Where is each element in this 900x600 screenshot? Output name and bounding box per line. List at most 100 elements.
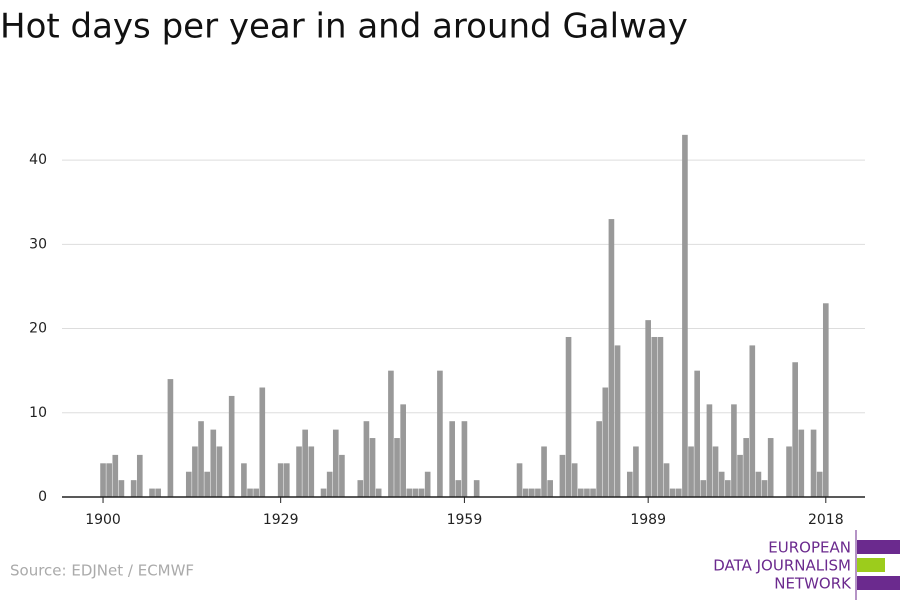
bar — [253, 488, 259, 497]
bar — [669, 488, 676, 497]
logo-text: DATA JOURNALISM — [713, 557, 851, 575]
bar — [216, 446, 223, 497]
bar — [749, 345, 756, 497]
bar — [522, 488, 529, 497]
bar — [602, 387, 609, 497]
bar — [718, 471, 725, 497]
x-tick-label: 1929 — [263, 512, 299, 528]
bar — [418, 488, 425, 497]
bar — [547, 480, 553, 497]
x-tick-label: 1989 — [630, 512, 666, 528]
x-tick-label: 2018 — [808, 512, 844, 528]
bar — [590, 488, 596, 497]
x-tick-label: 1900 — [85, 512, 121, 528]
bar — [755, 471, 762, 497]
bar — [645, 320, 651, 497]
bar — [106, 463, 112, 497]
logo-bar — [857, 558, 885, 572]
y-tick-label: 20 — [29, 321, 47, 337]
bar — [369, 438, 376, 497]
bar — [204, 471, 210, 497]
bar — [651, 336, 658, 497]
bar — [767, 438, 774, 497]
bar — [571, 463, 578, 497]
bar — [100, 463, 106, 497]
y-tick-label: 10 — [29, 405, 47, 421]
bar — [706, 404, 713, 497]
bar — [192, 446, 198, 497]
bar — [155, 488, 161, 497]
bar — [473, 480, 480, 497]
bar — [657, 336, 664, 497]
bar — [626, 471, 633, 497]
bar — [320, 488, 327, 497]
bar — [167, 379, 174, 497]
logo-text: EUROPEAN — [768, 539, 851, 557]
bar — [308, 446, 315, 497]
bar — [259, 387, 266, 497]
bar — [596, 421, 602, 497]
bar — [406, 488, 413, 497]
y-tick-label: 30 — [29, 236, 47, 252]
bar — [302, 429, 308, 497]
bar — [461, 421, 468, 497]
bar — [743, 438, 749, 497]
logo-text: NETWORK — [774, 575, 852, 593]
bar — [541, 446, 547, 497]
bar — [565, 336, 572, 497]
bar — [724, 480, 731, 497]
bar — [296, 446, 302, 497]
bar — [112, 454, 119, 497]
bar — [614, 345, 621, 497]
logo-bar — [857, 576, 900, 590]
bar — [388, 370, 394, 497]
bar — [332, 429, 339, 497]
bar — [528, 488, 535, 497]
bar — [149, 488, 155, 497]
bar — [633, 446, 639, 497]
x-tick-label: 1959 — [447, 512, 483, 528]
bar — [394, 438, 400, 497]
bar — [210, 429, 217, 497]
bar — [118, 480, 125, 497]
bar — [185, 471, 192, 497]
bar — [792, 362, 798, 497]
source: Source: EDJNet / ECMWF — [10, 562, 194, 580]
bar — [798, 429, 805, 497]
bar — [449, 421, 455, 497]
bar — [682, 134, 688, 497]
bar — [283, 463, 290, 497]
bar — [375, 488, 382, 497]
bar — [577, 488, 584, 497]
bar — [241, 463, 247, 497]
bar — [700, 480, 707, 497]
bar — [694, 370, 700, 497]
bar — [608, 219, 615, 498]
bar — [675, 488, 682, 497]
y-tick-label: 0 — [38, 489, 47, 505]
bar — [339, 454, 345, 497]
bar — [516, 463, 523, 497]
bar — [277, 463, 284, 497]
bar — [584, 488, 590, 497]
bar — [712, 446, 719, 497]
bar — [737, 454, 743, 497]
bar — [198, 421, 204, 497]
bar — [412, 488, 419, 497]
y-tick-label: 40 — [29, 152, 47, 168]
bar — [400, 404, 406, 497]
bar — [663, 463, 670, 497]
bar — [786, 446, 792, 497]
bar — [424, 471, 431, 497]
bar — [761, 480, 768, 497]
logo-bar — [857, 540, 900, 554]
bar — [326, 471, 333, 497]
bar — [130, 480, 137, 497]
chart-title: Hot days per year in and around Galway — [0, 7, 688, 47]
bar — [357, 480, 364, 497]
bar — [437, 370, 443, 497]
bar — [228, 395, 235, 497]
bar — [810, 429, 817, 497]
bar — [535, 488, 541, 497]
